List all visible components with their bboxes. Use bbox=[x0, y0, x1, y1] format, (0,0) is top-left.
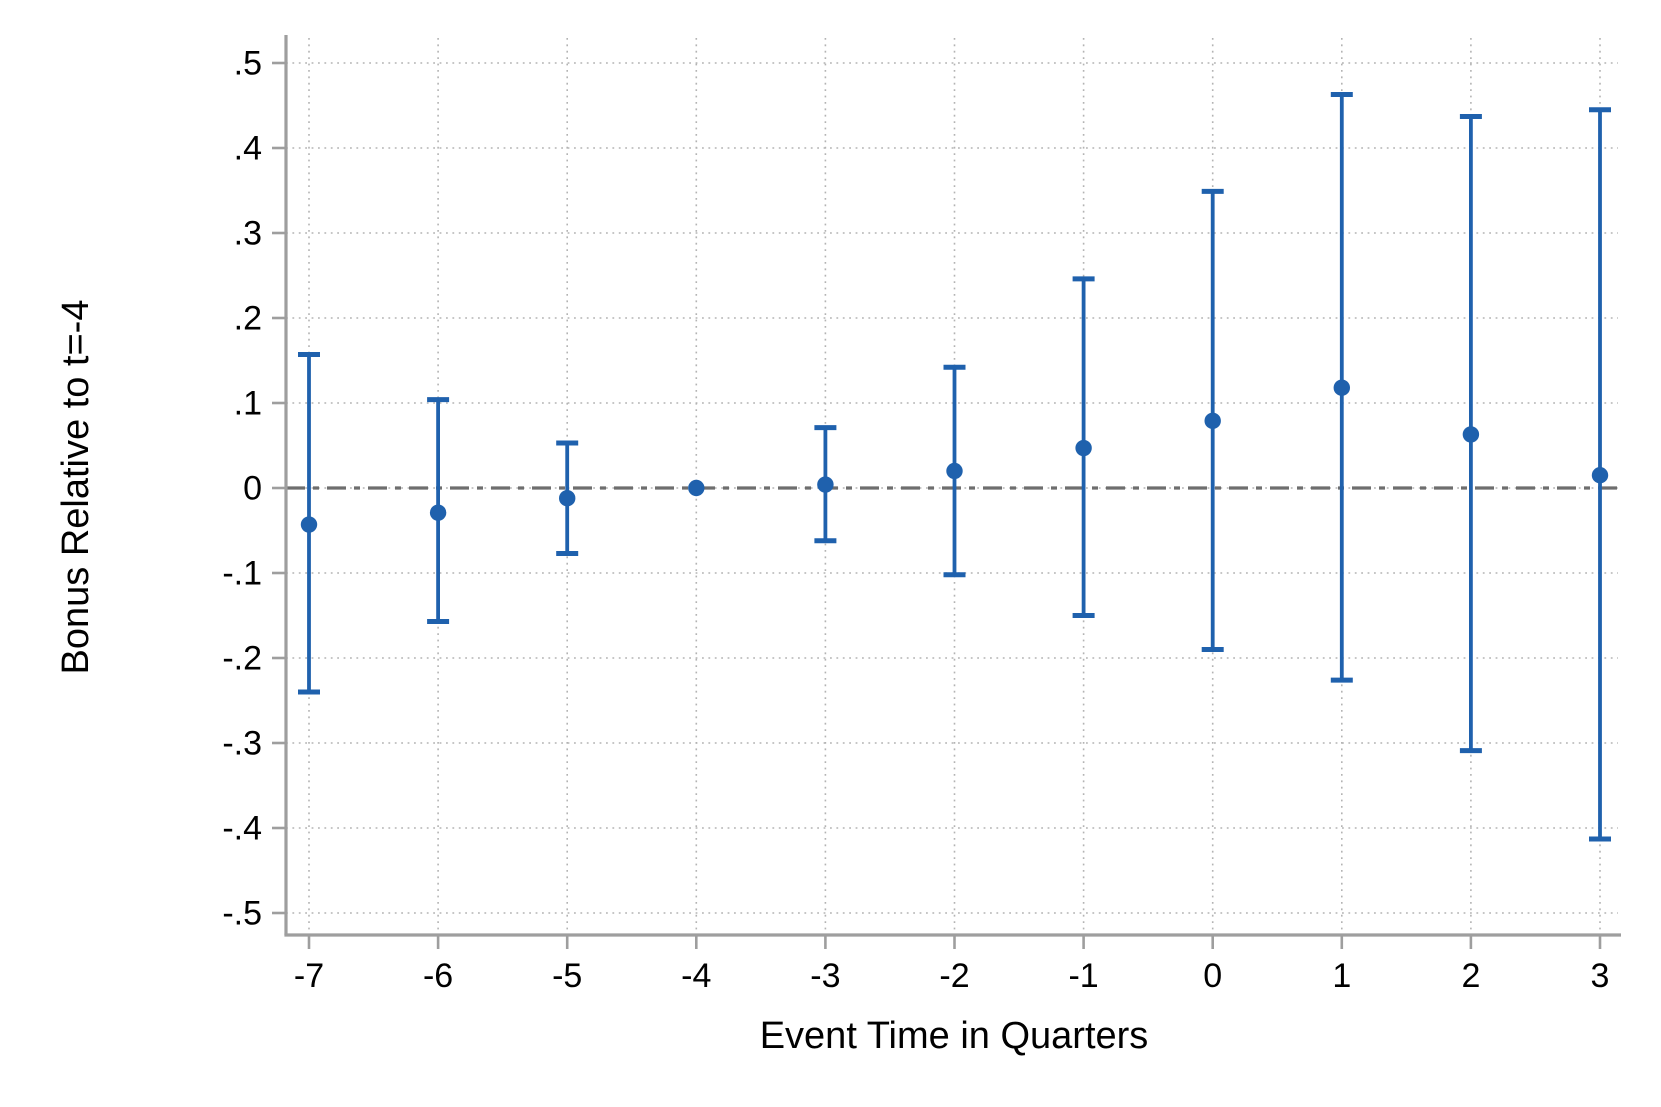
data-series-layer bbox=[298, 91, 1611, 842]
x-tick-label: -2 bbox=[939, 957, 969, 995]
x-tick-label: -7 bbox=[294, 957, 324, 995]
coefficient-point-marker bbox=[1204, 412, 1221, 430]
axis-layer: .5 .4 .3 .2 .1 0 -.1 -.2 -.3 -.4 -.5 -7 -6 -5 -4 -3 -2 -1… bbox=[222, 35, 1621, 995]
y-tick-label: 0 bbox=[243, 470, 262, 508]
coefficient-point-marker bbox=[817, 476, 834, 493]
x-tick-label: 0 bbox=[1203, 957, 1222, 995]
x-tick-label: -3 bbox=[810, 957, 840, 995]
coefficient-point-marker bbox=[429, 504, 447, 521]
y-tick-label: -.2 bbox=[222, 640, 262, 678]
y-tick-label: .1 bbox=[234, 385, 262, 423]
y-tick-label: .3 bbox=[234, 215, 262, 253]
x-tick-label: -1 bbox=[1068, 957, 1098, 995]
x-tick-label: -6 bbox=[423, 957, 453, 995]
x-tick-label: 2 bbox=[1461, 957, 1480, 995]
x-tick-label: 3 bbox=[1591, 957, 1610, 995]
coefficient-point-marker bbox=[1333, 379, 1351, 396]
y-tick-label: .5 bbox=[234, 45, 262, 83]
coefficient-point-marker bbox=[559, 490, 576, 507]
coefficient-point-marker bbox=[300, 516, 318, 533]
y-tick-label: -.5 bbox=[222, 895, 262, 933]
coefficient-point-marker bbox=[1075, 439, 1092, 457]
x-axis-title: Event Time in Quarters bbox=[760, 1015, 1149, 1057]
y-tick-label: -.3 bbox=[222, 725, 262, 763]
x-tick-label: -4 bbox=[681, 957, 711, 995]
y-tick-label: -.4 bbox=[222, 810, 262, 848]
coefficient-point-marker bbox=[1462, 426, 1480, 443]
coefficient-point-marker bbox=[1591, 467, 1609, 484]
x-tick-label: 1 bbox=[1332, 957, 1351, 995]
x-tick-label: -5 bbox=[552, 957, 582, 995]
coefficient-point-marker bbox=[946, 462, 963, 480]
y-tick-label: -.1 bbox=[222, 555, 262, 593]
y-tick-label: .2 bbox=[234, 300, 262, 338]
coefficient-point-marker bbox=[688, 479, 705, 497]
y-tick-label: .4 bbox=[234, 130, 262, 168]
y-axis-title: Bonus Relative to t=-4 bbox=[55, 300, 97, 675]
